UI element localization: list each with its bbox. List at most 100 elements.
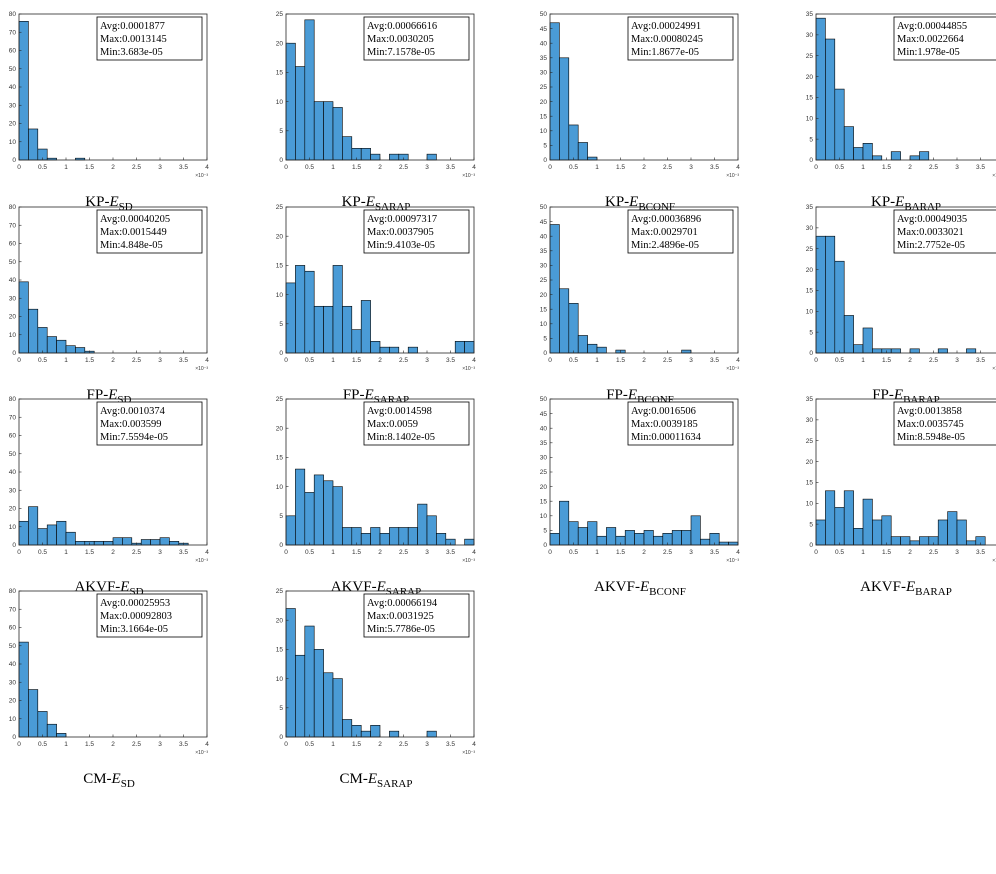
histogram-bar xyxy=(700,538,711,546)
histogram-bar xyxy=(815,17,826,161)
histogram-bar xyxy=(426,730,437,738)
y-tick-label: 35 xyxy=(540,55,548,62)
y-tick-label: 15 xyxy=(540,498,548,505)
histogram-bar xyxy=(853,147,864,161)
panel-caption: AKVF-EBARAP xyxy=(860,579,952,598)
stats-line: Min:2.7752e-05 xyxy=(897,240,965,251)
x-tick-label: 0.5 xyxy=(569,549,578,556)
histogram-panel-kp_sd: 0 10 20 30 40 50 60 70 80 0 0.5 1 1.5 2 2.5 3 3.5 4 ×10⁻³ A… xyxy=(9,11,209,213)
x-tick-label: 4 xyxy=(736,164,740,171)
histogram-bar xyxy=(606,527,617,546)
x-tick-label: 1.5 xyxy=(352,549,361,556)
x-tick-label: 2.5 xyxy=(929,549,938,556)
stats-line: Min:3.1664e-05 xyxy=(100,624,168,635)
histogram-bar xyxy=(18,520,29,546)
histogram-bar xyxy=(464,341,475,354)
x-tick-label: 4 xyxy=(472,549,476,556)
x-tick-label: 1 xyxy=(331,357,335,364)
histogram-panel-akvf_sd: 0 10 20 30 40 50 60 70 80 0 0.5 1 1.5 2 2.5 3 3.5 4 ×10⁻³ A… xyxy=(9,396,209,598)
stats-line: Min:4.848e-05 xyxy=(100,240,163,251)
y-tick-label: 80 xyxy=(9,11,17,18)
y-tick-label: 15 xyxy=(540,306,548,313)
y-tick-label: 5 xyxy=(809,521,813,528)
histogram-bar xyxy=(862,327,873,354)
histogram-bar xyxy=(323,480,334,546)
y-tick-label: 20 xyxy=(540,292,548,299)
y-tick-label: 20 xyxy=(806,74,814,81)
y-tick-label: 35 xyxy=(806,204,814,211)
histogram-bar xyxy=(690,515,701,546)
y-tick-label: 0 xyxy=(279,157,283,164)
y-tick-label: 15 xyxy=(806,95,814,102)
y-tick-label: 10 xyxy=(9,332,17,339)
histogram-bar xyxy=(295,654,306,738)
y-tick-label: 0 xyxy=(809,157,813,164)
histogram-bar xyxy=(624,530,635,546)
y-tick-label: 20 xyxy=(540,99,548,106)
x-tick-label: 1 xyxy=(861,164,865,171)
stats-line: Avg:0.0001877 xyxy=(100,21,165,32)
y-tick-label: 45 xyxy=(540,219,548,226)
histogram-bar xyxy=(304,625,315,738)
stats-line: Avg:0.00066616 xyxy=(367,21,437,32)
x-exponent-label: ×10⁻³ xyxy=(462,366,475,372)
stats-box xyxy=(893,209,996,254)
y-tick-label: 45 xyxy=(540,26,548,33)
stats-line: Min:2.4896e-05 xyxy=(631,240,699,251)
y-tick-label: 60 xyxy=(9,625,17,632)
stats-box xyxy=(363,593,470,638)
histogram-bar xyxy=(150,539,161,546)
x-tick-label: 0 xyxy=(548,357,552,364)
x-tick-label: 0.5 xyxy=(305,549,314,556)
x-tick-label: 2.5 xyxy=(132,164,141,171)
x-tick-label: 1.5 xyxy=(85,741,94,748)
x-tick-label: 0.5 xyxy=(38,357,47,364)
histogram-bar xyxy=(351,329,362,354)
stats-line: Avg:0.0016506 xyxy=(631,406,696,417)
x-tick-label: 3 xyxy=(955,164,959,171)
x-tick-label: 0 xyxy=(548,549,552,556)
y-tick-label: 5 xyxy=(543,528,547,535)
x-tick-label: 3 xyxy=(158,357,162,364)
histogram-bar xyxy=(360,148,371,161)
stats-line: Min:8.1402e-05 xyxy=(367,432,435,443)
x-exponent-label: ×10⁻³ xyxy=(726,558,739,564)
histogram-bar xyxy=(342,136,353,161)
x-tick-label: 3 xyxy=(689,164,693,171)
x-tick-label: 1 xyxy=(595,357,599,364)
x-tick-label: 1 xyxy=(64,741,68,748)
y-tick-label: 50 xyxy=(9,643,17,650)
stats-line: Avg:0.00025953 xyxy=(100,598,170,609)
y-tick-label: 30 xyxy=(806,417,814,424)
y-tick-label: 0 xyxy=(543,350,547,357)
x-tick-label: 3.5 xyxy=(710,357,719,364)
histogram-bar xyxy=(46,723,57,738)
histogram-bar xyxy=(304,19,315,161)
stats-box xyxy=(96,401,203,446)
x-tick-label: 1.5 xyxy=(85,357,94,364)
x-tick-label: 2.5 xyxy=(399,357,408,364)
histogram-bar xyxy=(313,649,324,738)
histogram-bar xyxy=(398,527,409,546)
x-tick-label: 1.5 xyxy=(85,549,94,556)
y-tick-label: 25 xyxy=(276,396,284,403)
stats-line: Avg:0.0013858 xyxy=(897,406,962,417)
histogram-bar xyxy=(323,101,334,161)
y-tick-label: 20 xyxy=(276,425,284,432)
y-tick-label: 20 xyxy=(9,314,17,321)
histogram-panel-fp_barap: 0510152025303500.511.522.533.54×10⁻³Avg:… xyxy=(806,204,996,406)
x-tick-label: 3.5 xyxy=(179,741,188,748)
x-tick-label: 0.5 xyxy=(38,741,47,748)
stats-line: Avg:0.0014598 xyxy=(367,406,432,417)
histogram-panel-akvf_barap: 0510152025303500.511.522.533.54×10⁻³Avg:… xyxy=(806,396,996,598)
x-exponent-label: ×10⁻³ xyxy=(992,366,996,372)
x-tick-label: 3.5 xyxy=(976,164,985,171)
x-tick-label: 1.5 xyxy=(882,357,891,364)
x-tick-label: 2.5 xyxy=(663,357,672,364)
x-tick-label: 0 xyxy=(284,741,288,748)
y-tick-label: 30 xyxy=(9,102,17,109)
histogram-bar xyxy=(46,336,57,354)
x-tick-label: 0.5 xyxy=(305,164,314,171)
x-tick-label: 0.5 xyxy=(569,164,578,171)
histogram-bar xyxy=(65,345,76,354)
